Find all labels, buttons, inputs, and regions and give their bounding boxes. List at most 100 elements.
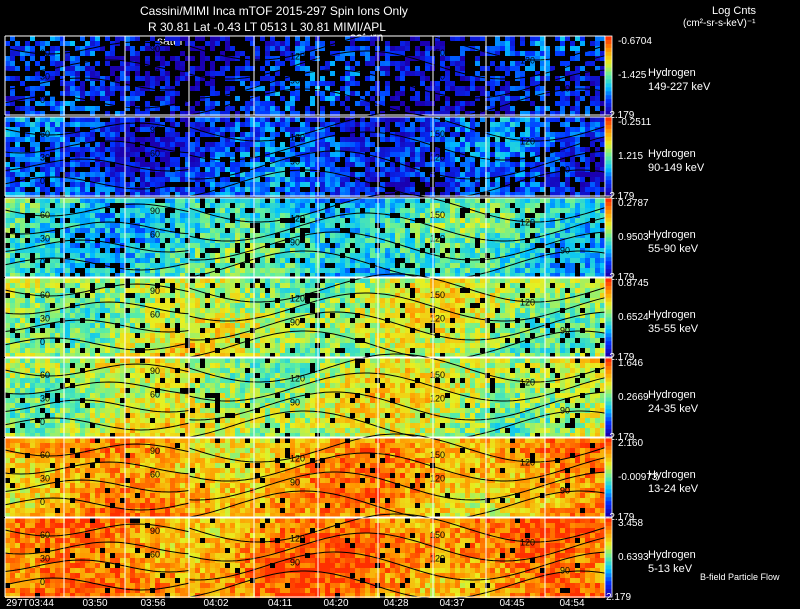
heatmap-cell — [250, 203, 255, 208]
heatmap-cell — [280, 46, 285, 51]
heatmap-cell — [410, 71, 415, 76]
heatmap-cell — [190, 268, 195, 273]
heatmap-cell — [265, 298, 270, 303]
heatmap-cell — [205, 203, 210, 208]
heatmap-cell — [125, 298, 130, 303]
heatmap-cell — [105, 263, 110, 268]
heatmap-cell — [30, 273, 35, 278]
heatmap-cell — [50, 233, 55, 238]
pitch-angle-contour — [4, 77, 190, 91]
heatmap-cell — [305, 213, 310, 218]
heatmap-cell — [20, 192, 25, 197]
heatmap-cell — [485, 132, 490, 137]
heatmap-cell — [440, 288, 445, 293]
heatmap-cell — [230, 56, 235, 61]
heatmap-cell — [435, 117, 440, 122]
heatmap-cell — [15, 106, 20, 111]
heatmap-cell — [125, 76, 130, 81]
heatmap-cell — [455, 36, 460, 41]
heatmap-cell — [180, 233, 185, 238]
heatmap-cell — [15, 162, 20, 167]
heatmap-cell — [455, 101, 460, 106]
heatmap-cell — [125, 46, 130, 51]
heatmap-cell — [135, 192, 140, 197]
heatmap-cell — [125, 288, 130, 293]
heatmap-cell — [175, 273, 180, 278]
heatmap-cell — [65, 51, 70, 56]
heatmap-cell — [530, 51, 535, 56]
heatmap-cell — [365, 106, 370, 111]
heatmap-cell — [40, 298, 45, 303]
heatmap-cell — [170, 218, 175, 223]
heatmap-cell — [580, 248, 585, 253]
heatmap-cell — [460, 76, 465, 81]
heatmap-cell — [465, 76, 470, 81]
heatmap-cell — [60, 111, 65, 116]
heatmap-cell — [70, 41, 75, 46]
colorbar-segment — [605, 273, 612, 278]
heatmap-cell — [385, 213, 390, 218]
heatmap-cell — [195, 66, 200, 71]
heatmap-cell — [175, 177, 180, 182]
heatmap-cell — [210, 243, 215, 248]
heatmap-cell — [45, 278, 50, 283]
heatmap-cell — [325, 81, 330, 86]
heatmap-cell — [50, 46, 55, 51]
heatmap-cell — [160, 203, 165, 208]
heatmap-cell — [120, 152, 125, 157]
heatmap-cell — [95, 122, 100, 127]
heatmap-cell — [185, 41, 190, 46]
heatmap-cell — [5, 132, 10, 137]
heatmap-cell — [450, 248, 455, 253]
heatmap-cell — [95, 36, 100, 41]
heatmap-cell — [145, 162, 150, 167]
heatmap-cell — [25, 162, 30, 167]
heatmap-cell — [265, 61, 270, 66]
heatmap-cell — [175, 162, 180, 167]
heatmap-cell — [60, 66, 65, 71]
heatmap-cell — [400, 228, 405, 233]
heatmap-cell — [195, 81, 200, 86]
heatmap-cell — [420, 243, 425, 248]
heatmap-cell — [230, 208, 235, 213]
heatmap-cell — [145, 263, 150, 268]
heatmap-cell — [445, 122, 450, 127]
heatmap-cell — [240, 187, 245, 192]
heatmap-cell — [560, 253, 565, 258]
heatmap-cell — [520, 223, 525, 228]
heatmap-cell — [100, 192, 105, 197]
heatmap-cell — [445, 192, 450, 197]
heatmap-cell — [480, 137, 485, 142]
heatmap-cell — [25, 172, 30, 177]
heatmap-cell — [170, 253, 175, 258]
heatmap-cell — [20, 198, 25, 203]
pitch-angle-contour — [188, 88, 606, 118]
heatmap-cell — [85, 253, 90, 258]
heatmap-cell — [290, 162, 295, 167]
heatmap-cell — [260, 198, 265, 203]
heatmap-cell — [325, 258, 330, 263]
heatmap-cell — [285, 298, 290, 303]
heatmap-cell — [275, 81, 280, 86]
heatmap-cell — [90, 243, 95, 248]
heatmap-cell — [260, 142, 265, 147]
heatmap-cell — [210, 268, 215, 273]
heatmap-cell — [415, 278, 420, 283]
heatmap-cell — [295, 278, 300, 283]
heatmap-cell — [465, 238, 470, 243]
species-label: Hydrogen — [648, 148, 696, 160]
heatmap-cell — [30, 56, 35, 61]
heatmap-cell — [35, 283, 40, 288]
heatmap-cell — [500, 223, 505, 228]
heatmap-cell — [350, 182, 355, 187]
heatmap-cell — [190, 192, 195, 197]
heatmap-cell — [65, 192, 70, 197]
heatmap-cell — [435, 293, 440, 298]
heatmap-cell — [195, 293, 200, 298]
heatmap-cell — [265, 96, 270, 101]
heatmap-cell — [570, 71, 575, 76]
heatmap-cell — [410, 258, 415, 263]
heatmap-cell — [585, 238, 590, 243]
heatmap-cell — [95, 288, 100, 293]
heatmap-cell — [525, 96, 530, 101]
